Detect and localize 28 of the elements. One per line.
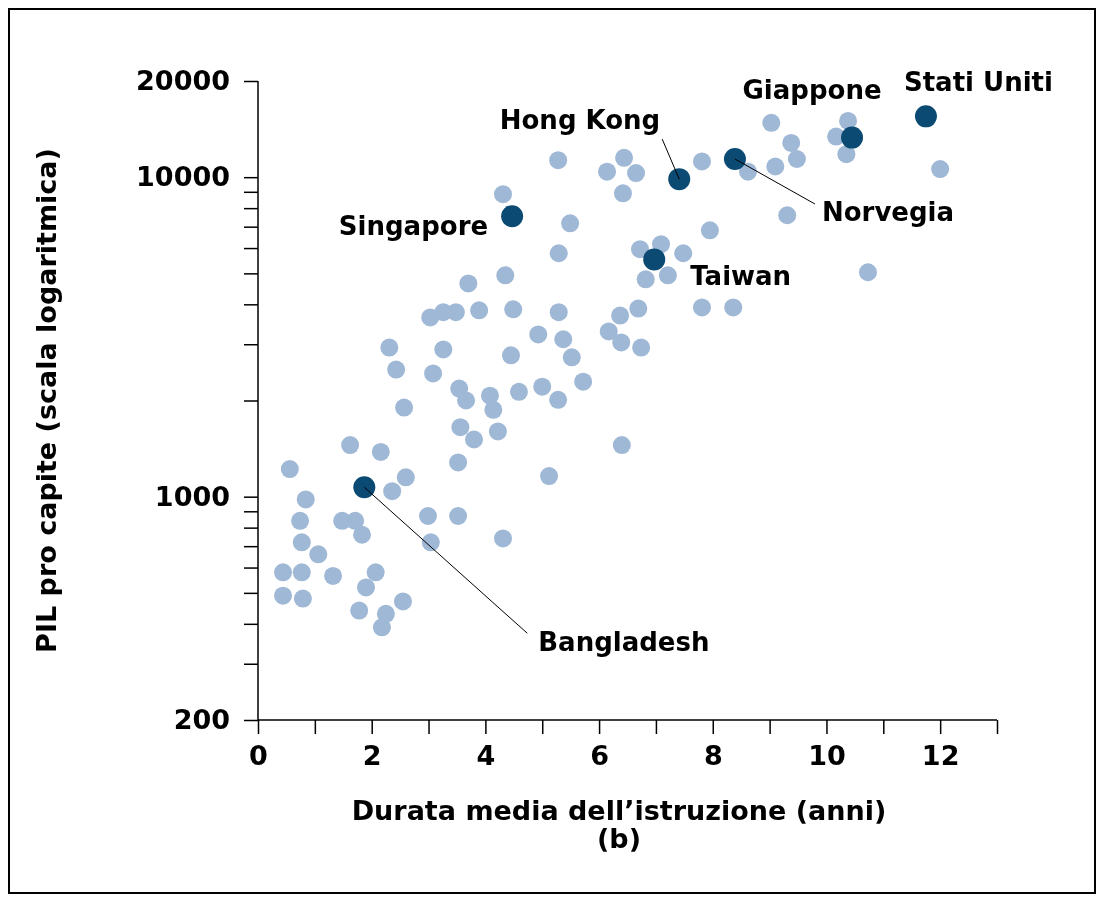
- point: [914, 105, 937, 128]
- point: [643, 248, 666, 271]
- x-tick-label: 12: [921, 740, 960, 772]
- annotation: Taiwan: [690, 261, 792, 292]
- annotation: Hong Kong: [499, 105, 661, 136]
- annotation: Giappone: [742, 74, 882, 105]
- annotation: Singapore: [338, 211, 489, 242]
- x-axis-title: Durata media dell’istruzione (anni): [351, 795, 887, 826]
- annotation: Bangladesh: [538, 627, 710, 658]
- point: [501, 205, 524, 228]
- point: [841, 126, 864, 149]
- x-tick-label: 10: [808, 740, 846, 772]
- x-tick-label: 0: [249, 740, 268, 772]
- x-tick-label: 6: [590, 740, 609, 772]
- point: [353, 476, 376, 499]
- annotation: Stati Uniti: [903, 67, 1053, 98]
- point: [723, 148, 746, 170]
- y-tick-label: 200: [173, 704, 230, 736]
- point: [668, 168, 691, 191]
- x-tick-label: 8: [703, 740, 723, 772]
- y-tick-label: 10000: [136, 161, 230, 193]
- text: (b): [596, 823, 642, 854]
- y-tick-label: 20000: [136, 65, 230, 97]
- x-tick-label: 2: [362, 740, 382, 772]
- y-tick-label: 1000: [154, 480, 230, 512]
- y-axis-title: PIL pro capite (scala logaritmica): [31, 148, 62, 653]
- x-tick-label: 4: [476, 740, 496, 772]
- annotation: Norvegia: [821, 197, 955, 227]
